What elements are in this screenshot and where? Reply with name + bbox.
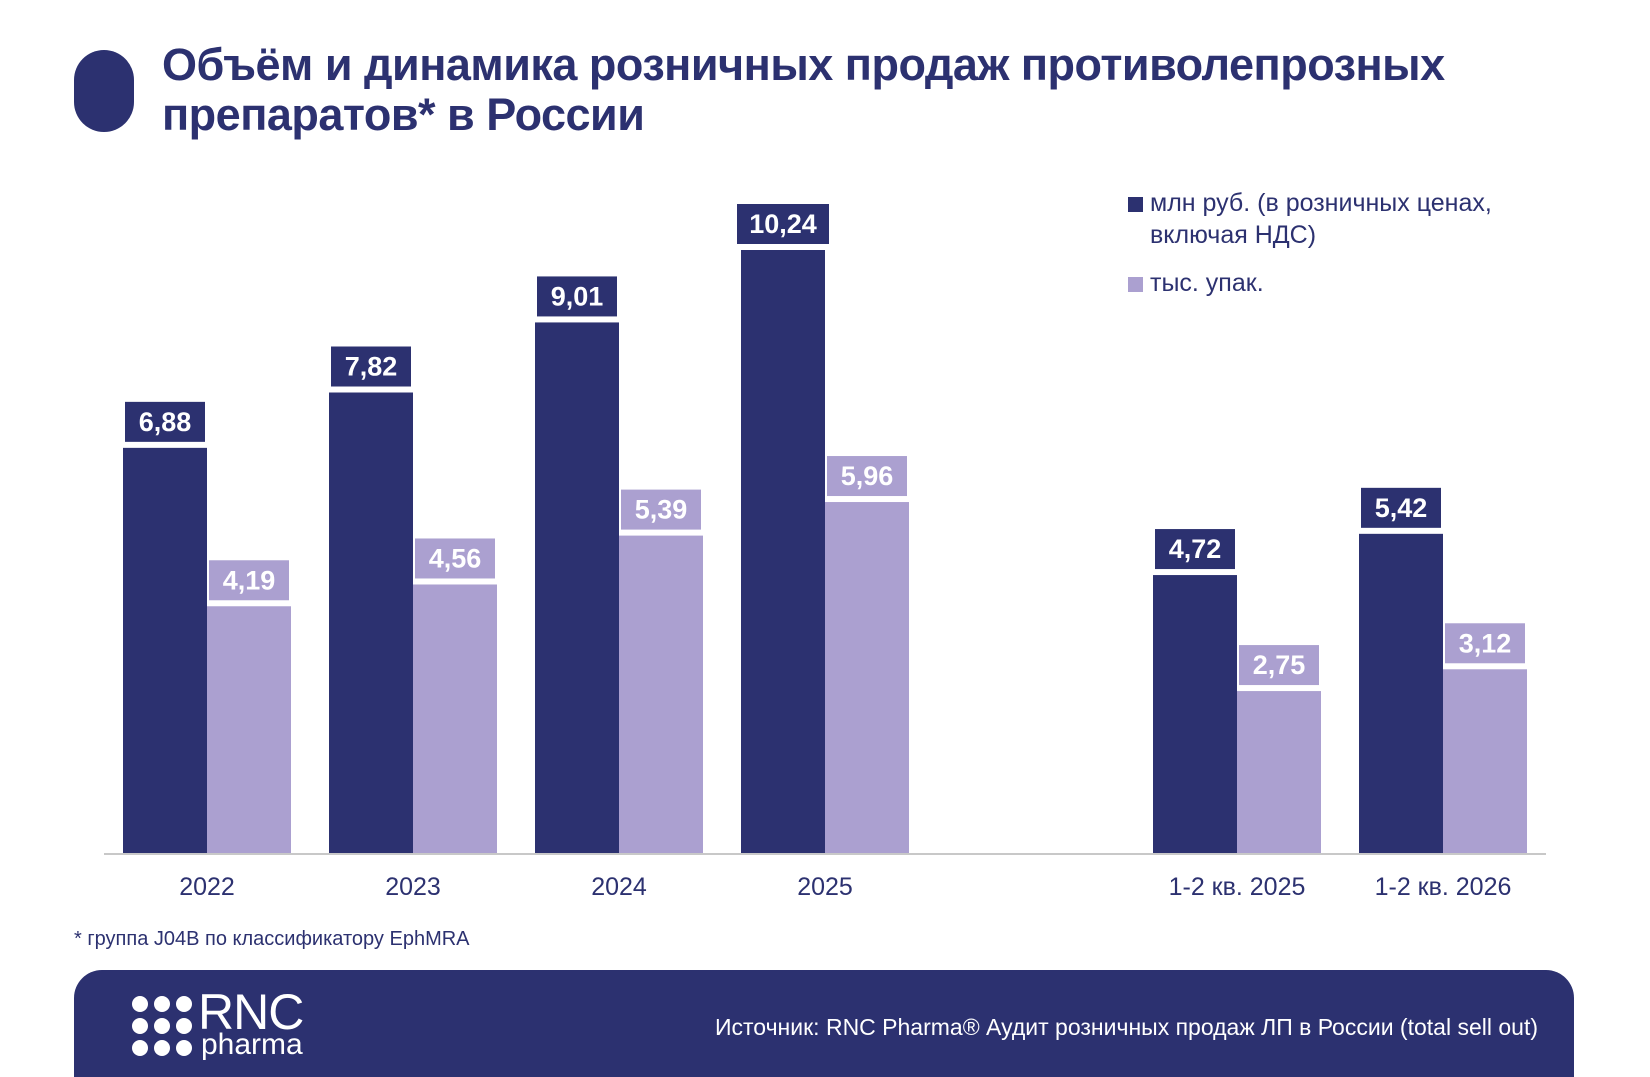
bar-rub-4 [1153,575,1237,853]
logo-text-pharma: pharma [201,1028,303,1061]
legend-label-packs: тыс. упак. [1150,269,1264,297]
bar-packs-1 [413,584,497,853]
data-label-rub-2: 9,01 [551,281,604,311]
rnc-pharma-logo: RNC pharma [132,986,322,1061]
data-label-box-packs-2 [621,489,701,530]
legend-swatch-packs [1128,277,1143,292]
data-label-packs-2: 5,39 [635,495,688,525]
legend-label-rub: млн руб. (в розничных ценах, включая НДС… [1150,189,1492,249]
data-label-box-rub-1 [331,346,411,387]
legend-item-rub: млн руб. (в розничных ценах, включая НДС… [1128,187,1548,251]
bar-packs-4 [1237,691,1321,853]
data-label-box-packs-3 [827,456,907,497]
data-label-rub-3: 10,24 [749,209,817,239]
data-label-packs-3: 5,96 [841,461,894,491]
data-label-box-packs-5 [1445,623,1525,664]
footer-banner: RNC pharma Источник: RNC Pharma® Аудит р… [74,970,1574,1077]
logo-dots-icon [132,996,198,1056]
bar-packs-3 [825,502,909,853]
logo-text-rnc: RNC [198,984,304,1040]
bar-rub-2 [535,322,619,853]
data-label-rub-1: 7,82 [345,352,398,382]
bar-packs-5 [1443,669,1527,853]
bar-packs-2 [619,535,703,853]
bar-rub-5 [1359,533,1443,853]
bar-packs-0 [207,606,291,853]
data-label-box-packs-4 [1239,645,1319,686]
chart-title: Объём и динамика розничных продаж против… [162,39,1445,140]
data-label-packs-1: 4,56 [429,543,482,573]
data-label-box-packs-0 [209,560,289,601]
data-label-packs-4: 2,75 [1253,650,1306,680]
data-label-rub-5: 5,42 [1375,493,1428,523]
x-tick-label-2: 2024 [591,873,647,901]
data-label-box-rub-2 [537,276,617,317]
data-label-box-rub-3 [737,204,829,244]
legend-swatch-rub [1128,197,1143,212]
legend-item-packs: тыс. упак. [1128,267,1548,299]
data-label-packs-5: 3,12 [1459,628,1512,658]
footnote: * группа J04B по классификатору EphMRA [74,928,470,950]
x-tick-label-1: 2023 [385,873,441,901]
data-label-box-rub-0 [125,401,205,442]
data-label-box-rub-5 [1361,487,1441,528]
title-marker [74,50,134,132]
bar-rub-1 [329,392,413,853]
x-tick-label-0: 2022 [179,873,235,901]
x-tick-label-4: 1-2 кв. 2025 [1169,873,1306,901]
data-label-rub-4: 4,72 [1169,534,1222,564]
bar-rub-0 [123,447,207,853]
source-text: Источник: RNC Pharma® Аудит розничных пр… [714,1014,1538,1040]
data-label-box-packs-1 [415,538,495,579]
legend: млн руб. (в розничных ценах, включая НДС… [1128,187,1548,315]
bar-rub-3 [741,250,825,853]
data-label-rub-0: 6,88 [139,407,192,437]
data-label-box-rub-4 [1155,529,1235,570]
x-tick-label-5: 1-2 кв. 2026 [1375,873,1512,901]
x-tick-label-3: 2025 [797,873,853,901]
data-label-packs-0: 4,19 [223,565,276,595]
